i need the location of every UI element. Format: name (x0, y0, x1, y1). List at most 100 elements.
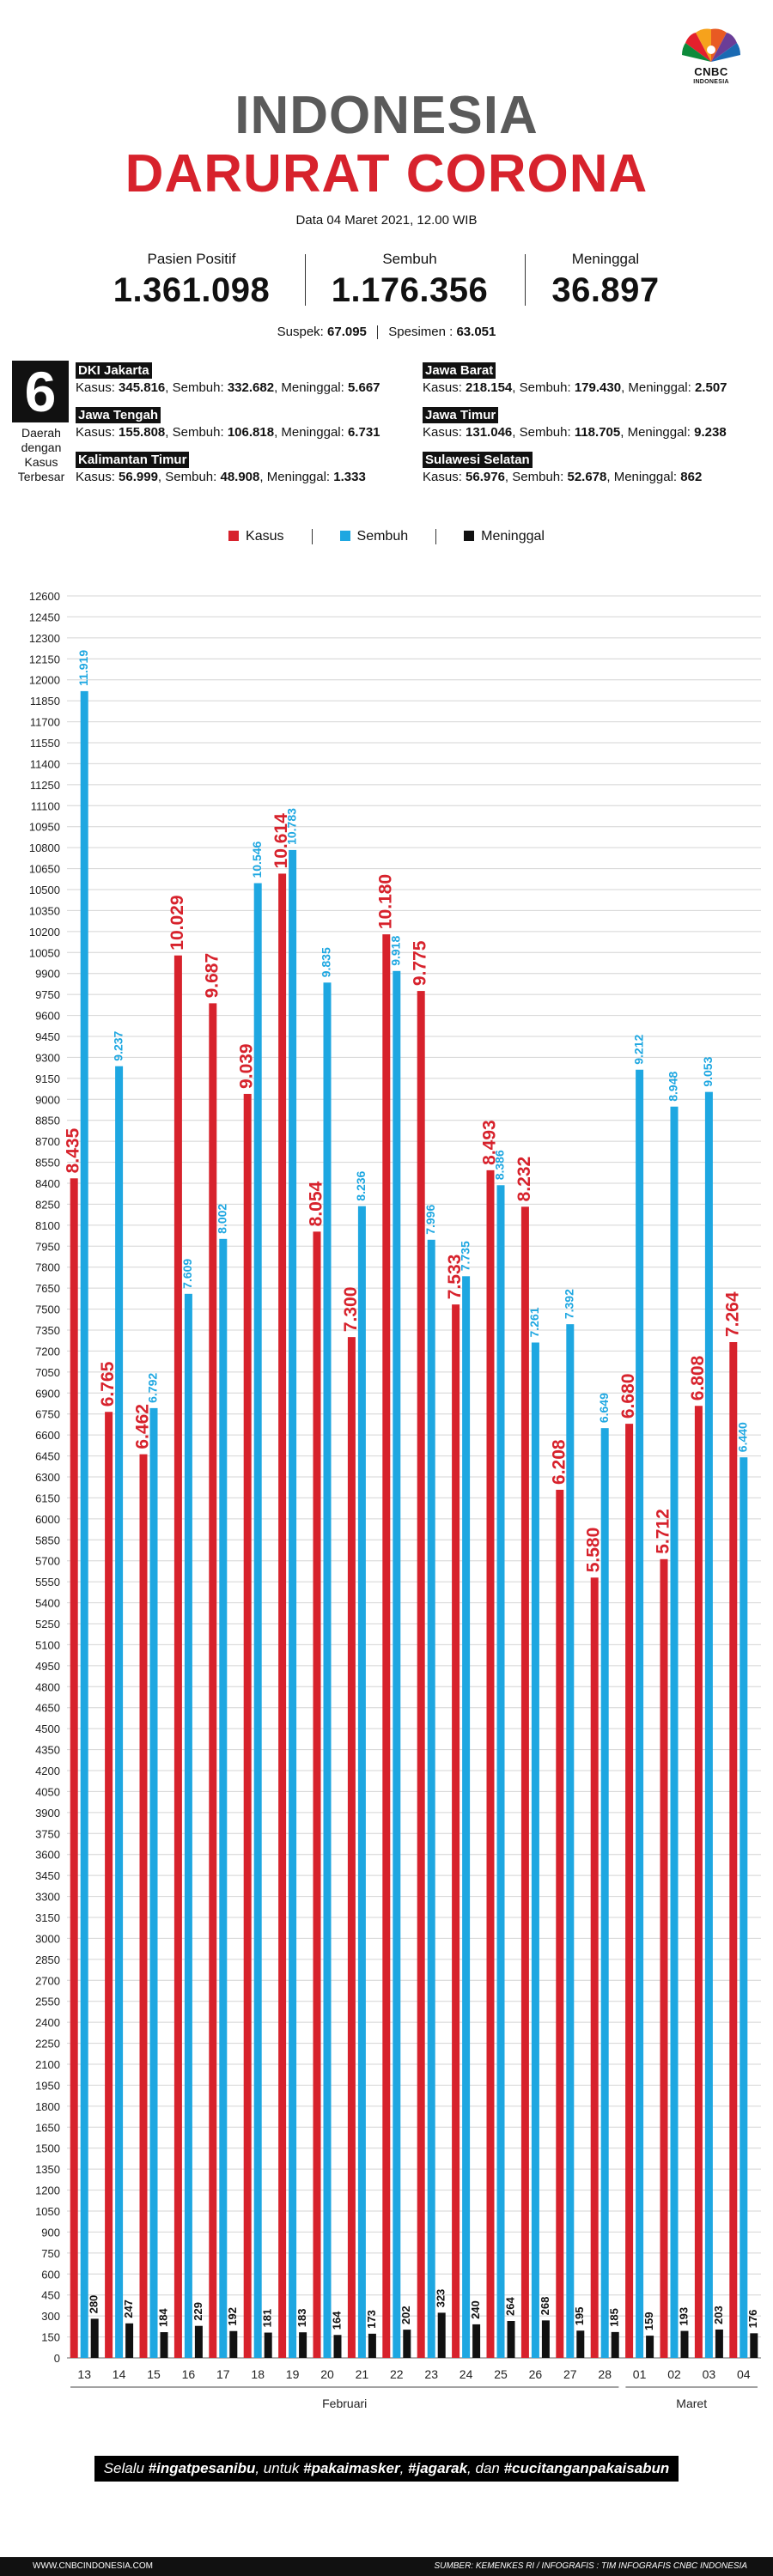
y-tick-label: 12300 (29, 632, 60, 645)
y-tick-label: 450 (41, 2289, 60, 2302)
data-label-kasus: 6.462 (133, 1404, 153, 1449)
bar-meninggal (403, 2330, 411, 2358)
y-tick-label: 5100 (35, 1638, 60, 1651)
data-label-sembuh: 9.835 (320, 947, 333, 977)
x-tick-label: 18 (251, 2367, 265, 2381)
bar-meninggal (368, 2333, 376, 2358)
kasus-value: 155.808 (119, 425, 166, 440)
kasus-label: Kasus: (76, 425, 115, 440)
legend-item-sembuh: Sembuh (339, 529, 408, 544)
y-tick-label: 11400 (30, 757, 60, 770)
data-label-meninggal: 323 (435, 2289, 447, 2308)
stat-positif: Pasien Positif 1.361.098 (84, 251, 299, 310)
data-label-kasus: 9.687 (202, 953, 222, 999)
bar-meninggal (90, 2318, 99, 2358)
data-label-meninggal: 184 (156, 2308, 169, 2327)
region-jawa-barat: Jawa Barat Kasus: 218.154, Sembuh: 179.4… (423, 362, 766, 395)
y-tick-label: 10950 (29, 821, 60, 834)
x-tick-label: 03 (703, 2367, 716, 2381)
bar-kasus (313, 1231, 321, 2358)
y-tick-label: 4050 (35, 1785, 60, 1798)
bar-meninggal (333, 2335, 342, 2358)
data-label-kasus: 7.300 (341, 1287, 361, 1333)
region-sulawesi-selatan: Sulawesi Selatan Kasus: 56.976, Sembuh: … (423, 452, 766, 484)
x-tick-label: 26 (529, 2367, 543, 2381)
bar-kasus (694, 1406, 703, 2358)
suspek-line: Suspek: 67.095 Spesimen : 63.051 (0, 325, 773, 340)
y-tick-label: 2400 (35, 2016, 60, 2029)
data-label-kasus: 8.232 (514, 1157, 534, 1202)
bar-kasus (452, 1304, 460, 2358)
data-label-sembuh: 7.735 (458, 1241, 472, 1271)
x-tick-label: 23 (424, 2367, 438, 2381)
sembuh-value: 52.678 (567, 470, 607, 484)
sembuh-label: Sembuh: (165, 470, 217, 484)
region-data: Kasus: 345.816, Sembuh: 332.682, Meningg… (76, 380, 380, 395)
y-tick-label: 5700 (35, 1555, 60, 1568)
bar-meninggal (160, 2332, 168, 2358)
data-label-sembuh: 8.236 (354, 1170, 368, 1200)
legend-item-kasus: Kasus (228, 529, 284, 544)
slogan-banner: Selalu #ingatpesanibu, untuk #pakaimaske… (94, 2456, 679, 2482)
bar-kasus (660, 1558, 668, 2358)
region-name: Kalimantan Timur (76, 452, 190, 468)
stat-divider (305, 254, 306, 306)
bar-sembuh (289, 849, 297, 2359)
bar-sembuh (149, 1407, 158, 2358)
data-label-sembuh: 11.919 (76, 650, 90, 686)
bar-kasus (278, 873, 287, 2358)
y-tick-label: 3000 (35, 1932, 60, 1945)
y-tick-label: 3150 (35, 1911, 60, 1924)
region-name: Jawa Tengah (76, 407, 161, 423)
data-label-kasus: 10.180 (375, 874, 395, 929)
sembuh-value: 118.705 (574, 425, 621, 440)
bar-kasus (209, 1003, 217, 2358)
kasus-value: 56.999 (119, 470, 158, 484)
stat-value: 1.176.356 (331, 271, 489, 309)
data-label-meninggal: 264 (503, 2297, 516, 2316)
y-tick-label: 9750 (35, 988, 60, 1001)
sembuh-value: 48.908 (220, 470, 260, 484)
y-tick-label: 2100 (35, 2058, 60, 2071)
suspek-value: 67.095 (327, 325, 367, 339)
footer-website[interactable]: WWW.CNBCINDONESIA.COM (33, 2561, 153, 2571)
sembuh-value: 332.682 (227, 380, 275, 395)
bar-meninggal (646, 2336, 654, 2358)
legend-swatch (339, 531, 350, 542)
y-tick-label: 5550 (35, 1576, 60, 1589)
data-label-meninggal: 183 (295, 2308, 308, 2327)
x-tick-label: 16 (182, 2367, 196, 2381)
kasus-value: 218.154 (466, 380, 513, 395)
title-line-2: DARURAT CORONA (125, 144, 648, 204)
bar-sembuh (253, 883, 262, 2358)
bar-kasus (105, 1412, 113, 2358)
bar-sembuh (496, 1185, 505, 2358)
y-tick-label: 1200 (35, 2184, 60, 2197)
bar-sembuh (427, 1239, 435, 2358)
data-label-sembuh: 7.609 (180, 1259, 194, 1289)
data-label-sembuh: 7.392 (563, 1289, 576, 1319)
data-label-meninggal: 192 (226, 2307, 239, 2326)
y-tick-label: 2700 (35, 1974, 60, 1987)
date-text: Data 04 Maret 2021, 12.00 WIB (295, 213, 478, 228)
x-tick-label: 14 (113, 2367, 126, 2381)
x-tick-label: 13 (77, 2367, 91, 2381)
region-jawa-timur: Jawa Timur Kasus: 131.046, Sembuh: 118.7… (423, 407, 766, 440)
bar-sembuh (740, 1457, 748, 2358)
y-tick-label: 1650 (35, 2121, 60, 2134)
data-label-meninggal: 240 (469, 2300, 482, 2319)
y-tick-label: 4200 (35, 1765, 60, 1777)
y-tick-label: 7050 (35, 1366, 60, 1379)
suspek-label: Suspek: (277, 325, 324, 339)
y-tick-label: 3450 (35, 1869, 60, 1882)
stat-meninggal: Meninggal 36.897 (498, 251, 713, 310)
x-tick-label: 20 (320, 2367, 334, 2381)
data-label-meninggal: 173 (365, 2310, 378, 2329)
y-tick-label: 10050 (29, 946, 60, 959)
y-tick-label: 3900 (35, 1807, 60, 1820)
y-tick-label: 9900 (35, 968, 60, 981)
data-label-meninggal: 280 (88, 2295, 100, 2314)
data-label-sembuh: 8.386 (493, 1150, 507, 1180)
region-data: Kasus: 131.046, Sembuh: 118.705, Meningg… (423, 425, 727, 440)
kasus-label: Kasus: (423, 425, 462, 440)
